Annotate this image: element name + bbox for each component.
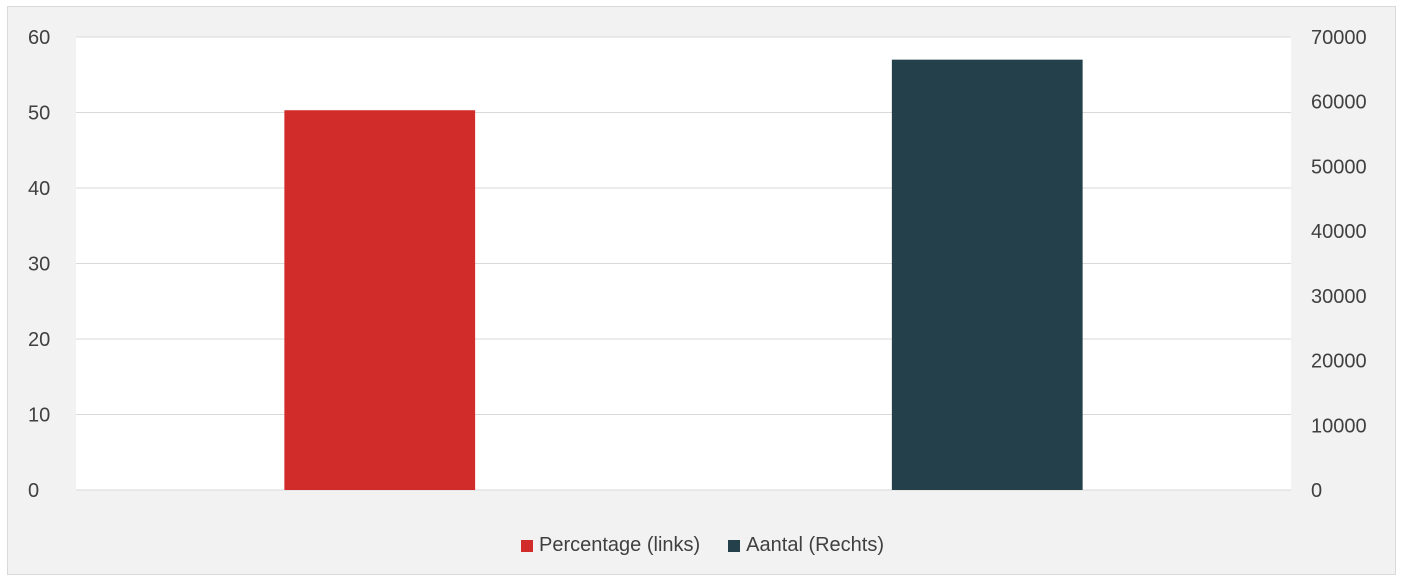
right-axis-tick-label: 0 [1311, 480, 1322, 502]
left-axis: 0 10 20 30 40 50 60 [28, 27, 50, 502]
right-axis-tick-label: 10000 [1311, 415, 1367, 437]
right-axis-tick-label: 40000 [1311, 221, 1367, 243]
right-axis-tick-label: 20000 [1311, 351, 1367, 373]
left-axis-tick-label: 40 [28, 178, 50, 200]
legend-swatch-percentage [520, 539, 533, 552]
bars [284, 59, 1083, 491]
left-axis-tick-label: 20 [28, 329, 50, 351]
legend-label-aantal: Aantal (Rechts) [746, 534, 885, 556]
gridlines [76, 36, 1291, 491]
right-axis-tick-label: 50000 [1311, 156, 1367, 178]
bar-aantal [891, 59, 1083, 491]
legend: Percentage (links) Aantal (Rechts) [0, 534, 1405, 557]
right-axis-tick-label: 70000 [1311, 27, 1367, 49]
left-axis-tick-label: 30 [28, 254, 50, 276]
right-axis: 0 10000 20000 30000 40000 50000 60000 70000 [1311, 27, 1367, 502]
legend-item-aantal: Aantal (Rechts) [728, 534, 884, 557]
right-axis-tick-label: 60000 [1311, 92, 1367, 114]
legend-item-percentage: Percentage (links) [520, 534, 701, 557]
left-axis-tick-label: 50 [28, 103, 50, 125]
left-axis-tick-label: 10 [28, 405, 50, 427]
left-axis-tick-label: 60 [28, 27, 50, 49]
legend-swatch-aantal [728, 539, 741, 552]
left-axis-tick-label: 0 [28, 480, 39, 502]
legend-label-percentage: Percentage (links) [538, 534, 701, 556]
right-axis-tick-label: 30000 [1311, 286, 1367, 308]
bar-percentage [284, 110, 476, 491]
